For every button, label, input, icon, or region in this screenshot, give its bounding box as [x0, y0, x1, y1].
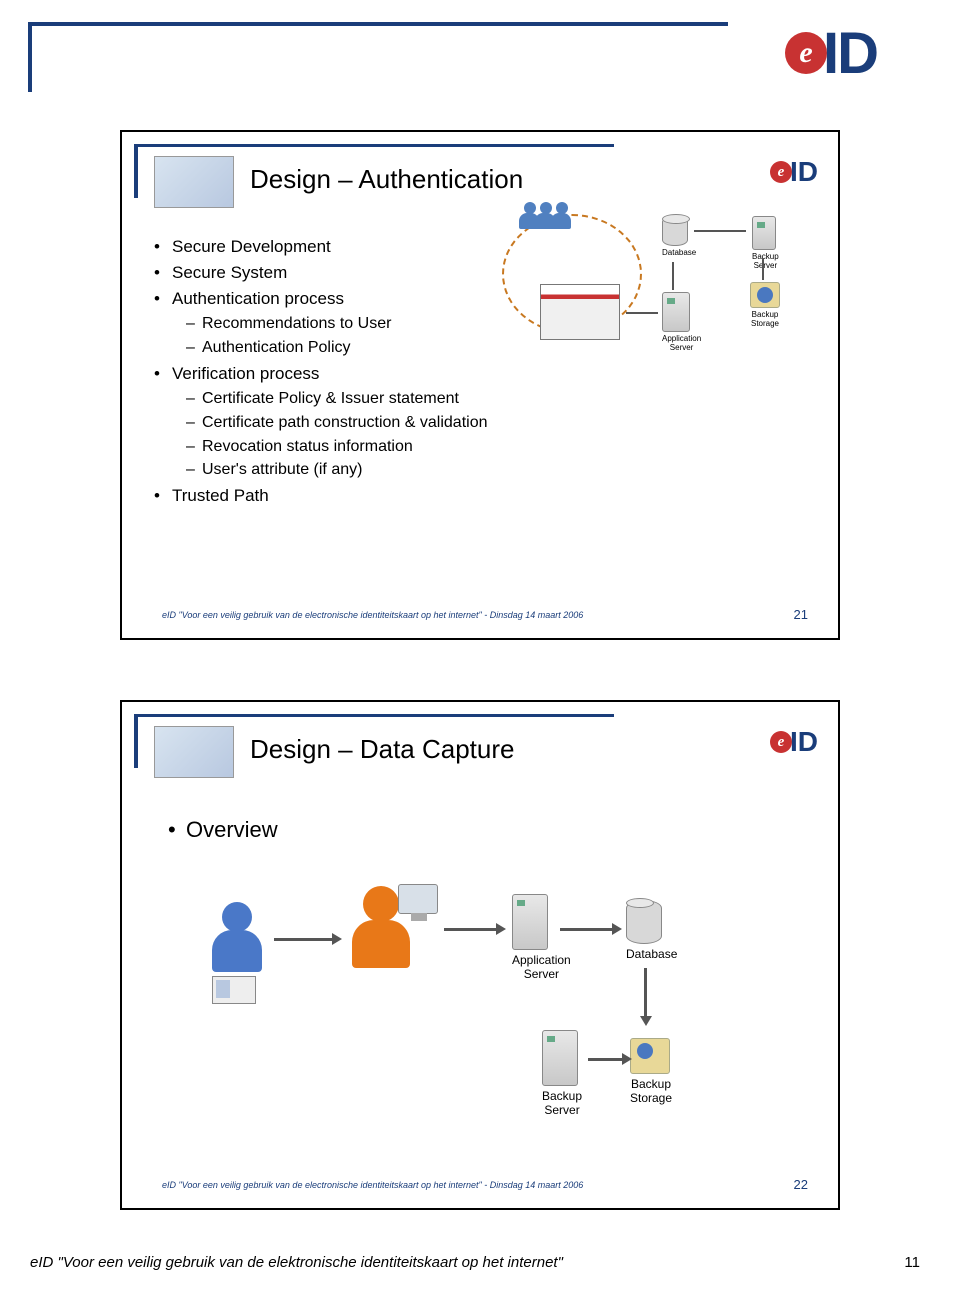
backup-server-node: BackupServer [542, 1030, 582, 1117]
slide-accent-vert [134, 144, 138, 198]
bullet-level2: Recommendations to User [186, 314, 534, 335]
server-icon [512, 894, 548, 950]
user-group-icon [522, 202, 570, 232]
backup-storage-node: BackupStorage [750, 282, 780, 328]
arrow [588, 1058, 624, 1061]
slide-accent-top [134, 144, 614, 147]
slide-footer-text: eID "Voor een veilig gebruik van de elec… [162, 1180, 583, 1190]
arrow [444, 928, 498, 931]
bullet-level1: Trusted Path [154, 485, 534, 507]
backup-storage-node: BackupStorage [630, 1038, 672, 1105]
arrow [644, 968, 647, 1018]
slide-accent-vert [134, 714, 138, 768]
logo-id-text: ID [790, 726, 818, 758]
page-number: 11 [904, 1254, 920, 1271]
arrow [694, 230, 746, 232]
slide-logo: e ID [770, 726, 818, 758]
user-icon [212, 902, 262, 1004]
logo-e-icon: e [785, 32, 827, 74]
slide-1: Design – Authentication e ID Secure Deve… [120, 130, 840, 640]
bullet-level2: Certificate path construction & validati… [186, 413, 534, 434]
slide-logo: e ID [770, 156, 818, 188]
server-icon [542, 1030, 578, 1086]
bullet-level2: User's attribute (if any) [186, 460, 534, 481]
browser-window-icon [540, 284, 620, 340]
server-icon [752, 216, 776, 250]
slide-2: Design – Data Capture e ID Overview Appl… [120, 700, 840, 1210]
slide-accent-top [134, 714, 614, 717]
page-logo: e ID [785, 18, 930, 88]
bullet-level1: Secure Development [154, 236, 534, 258]
arrow [762, 258, 764, 280]
page-border-top [28, 22, 728, 26]
slide-footer: eID "Voor een veilig gebruik van de elec… [162, 607, 808, 622]
logo-id-text: ID [790, 156, 818, 188]
database-icon [626, 900, 662, 944]
logo-id-text: ID [823, 20, 877, 87]
storage-icon [750, 282, 780, 308]
id-card-icon [212, 976, 256, 1004]
slide-thumbnail-icon [154, 726, 234, 778]
bullet-level2: Authentication Policy [186, 338, 534, 359]
arrow [626, 312, 658, 314]
slide2-diagram: ApplicationServer Database BackupServer … [212, 882, 752, 1142]
application-server-node: ApplicationServer [512, 894, 571, 981]
page-footer-text: eID "Voor een veilig gebruik van de elek… [30, 1254, 563, 1271]
application-server-node: ApplicationServer [662, 292, 701, 352]
arrow [672, 262, 674, 290]
bullet-level2: Certificate Policy & Issuer statement [186, 389, 534, 410]
page-footer: eID "Voor een veilig gebruik van de elek… [30, 1254, 920, 1271]
logo-e-icon: e [770, 161, 792, 183]
logo-e-icon: e [770, 731, 792, 753]
slide-title: Design – Data Capture [250, 734, 514, 765]
storage-icon [630, 1038, 670, 1074]
slide-number: 22 [794, 1177, 808, 1192]
monitor-icon [398, 884, 438, 914]
bullet-level1: Secure System [154, 262, 534, 284]
database-icon [662, 216, 688, 246]
arrow [274, 938, 334, 941]
overview-bullet: Overview [168, 816, 278, 845]
slide-number: 21 [794, 607, 808, 622]
backup-server-node: BackupServer [752, 216, 779, 270]
arrow [560, 928, 614, 931]
slide-footer: eID "Voor een veilig gebruik van de elec… [162, 1177, 808, 1192]
bullet-level1: Verification process [154, 363, 534, 385]
database-node: Database [626, 900, 677, 961]
slide-footer-text: eID "Voor een veilig gebruik van de elec… [162, 610, 583, 620]
database-node: Database [662, 216, 696, 257]
slide-body: Secure Development Secure System Authentic… [154, 232, 534, 511]
server-icon [662, 292, 690, 332]
page-border-left [28, 22, 32, 92]
slide-thumbnail-icon [154, 156, 234, 208]
bullet-level1: Authentication process [154, 288, 534, 310]
slide-title: Design – Authentication [250, 164, 523, 195]
slide1-diagram: ApplicationServer Database BackupServer … [522, 204, 822, 434]
bullet-level2: Revocation status information [186, 437, 534, 458]
